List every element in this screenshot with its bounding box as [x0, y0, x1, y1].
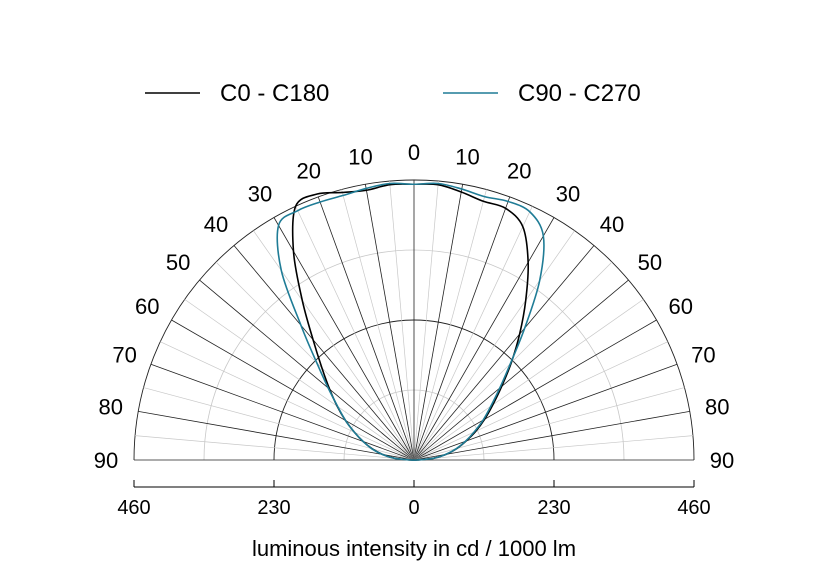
angle-label-right-70: 70 [691, 343, 715, 368]
radial-line-left-5 [389, 181, 415, 461]
angle-label-right-20: 20 [507, 159, 531, 184]
radial-line-right-40 [413, 245, 595, 461]
radial-line-right-30 [413, 217, 555, 461]
angle-label-left-50: 50 [166, 250, 190, 275]
polar-grid [133, 179, 695, 461]
angle-label-right-50: 50 [638, 250, 662, 275]
legend: C0 - C180 C90 - C270 [145, 80, 641, 107]
angle-label-right-60: 60 [668, 294, 692, 319]
x-tick-label-1: 230 [257, 497, 290, 519]
radial-line-left-55 [184, 299, 415, 461]
angle-label-left-20: 20 [296, 159, 320, 184]
radial-line-right-60 [413, 319, 657, 461]
radial-line-right-20 [413, 196, 511, 461]
radial-line-left-10 [364, 184, 415, 461]
radial-line-left-85 [135, 435, 415, 461]
curves [276, 182, 545, 461]
angle-label-0: 0 [408, 140, 420, 165]
radial-line-left-20 [317, 196, 415, 461]
radial-line-right-35 [413, 230, 575, 461]
angle-label-left-30: 30 [248, 181, 272, 206]
x-tick-label-0: 460 [117, 497, 150, 519]
radial-line-left-70 [150, 363, 415, 461]
radial-line-left-15 [341, 189, 415, 461]
angle-label-left-90: 90 [94, 448, 118, 473]
angle-label-right-80: 80 [705, 395, 729, 420]
legend-label-0: C0 - C180 [220, 80, 329, 107]
radial-line-right-70 [413, 363, 678, 461]
radial-line-left-40 [233, 245, 415, 461]
radial-line-left-75 [143, 387, 415, 461]
x-tick-label-4: 460 [677, 497, 710, 519]
radial-line-right-15 [413, 189, 487, 461]
radial-line-right-85 [413, 435, 693, 461]
radial-line-right-5 [413, 181, 439, 461]
radial-line-left-50 [199, 279, 415, 461]
angle-label-left-60: 60 [135, 294, 159, 319]
x-axis-label: luminous intensity in cd / 1000 lm [252, 536, 576, 561]
radial-line-right-45 [413, 261, 613, 461]
radial-line-right-50 [413, 279, 629, 461]
radial-line-left-25 [295, 206, 415, 461]
angle-label-right-10: 10 [455, 145, 479, 170]
angle-label-right-30: 30 [556, 181, 580, 206]
radial-line-left-45 [215, 261, 415, 461]
radial-line-left-60 [171, 319, 415, 461]
radial-line-right-25 [413, 206, 533, 461]
angle-label-right-90: 90 [710, 448, 734, 473]
radial-line-left-80 [138, 410, 415, 461]
legend-label-1: C90 - C270 [518, 80, 641, 107]
angle-label-right-40: 40 [600, 212, 624, 237]
radial-line-right-10 [413, 184, 464, 461]
radial-line-right-80 [413, 410, 690, 461]
angle-label-left-10: 10 [348, 145, 372, 170]
radial-line-right-65 [413, 341, 668, 461]
series-curve-1 [276, 182, 545, 461]
radial-line-left-30 [273, 217, 415, 461]
radial-line-left-65 [160, 341, 415, 461]
x-tick-label-3: 230 [537, 497, 570, 519]
angle-label-left-80: 80 [98, 395, 122, 420]
x-tick-label-2: 0 [408, 497, 419, 519]
angle-label-left-40: 40 [204, 212, 228, 237]
radial-line-right-55 [413, 299, 644, 461]
angle-label-left-70: 70 [112, 343, 136, 368]
x-axis: 460 230 0 230 460 [117, 480, 711, 519]
